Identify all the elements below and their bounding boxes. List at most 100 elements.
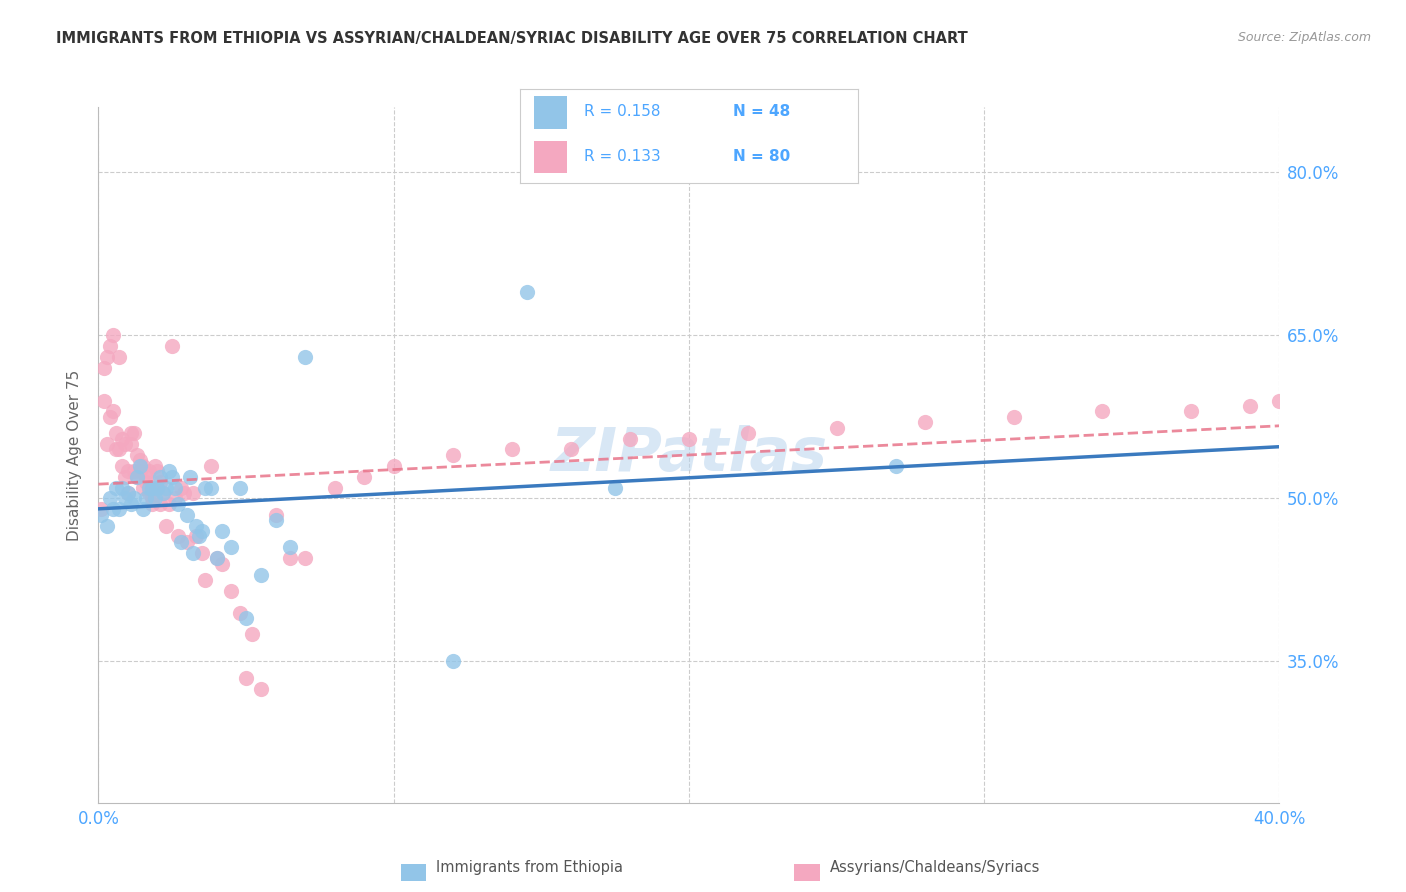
Point [111, 432, 134, 446]
Point [501, 442, 523, 457]
Point [105, 426, 128, 441]
Point [605, 481, 627, 495]
Point [441, 655, 464, 669]
Point [93, 360, 115, 375]
Point [152, 486, 174, 500]
Point [132, 502, 155, 516]
Point [149, 497, 172, 511]
Point [125, 448, 148, 462]
Point [132, 458, 155, 473]
Point [1091, 404, 1114, 418]
Point [162, 469, 183, 483]
Point [1268, 393, 1291, 408]
Point [120, 426, 142, 441]
Point [235, 611, 257, 625]
Point [170, 534, 193, 549]
Point [264, 508, 287, 522]
Point [205, 551, 228, 566]
Point [235, 671, 257, 685]
Text: Immigrants from Ethiopia: Immigrants from Ethiopia [436, 860, 623, 874]
Point [114, 437, 136, 451]
Point [141, 497, 163, 511]
Point [165, 491, 187, 506]
Point [179, 469, 201, 483]
Point [93, 393, 115, 408]
Point [441, 448, 464, 462]
Point [143, 458, 166, 473]
Text: N = 80: N = 80 [733, 149, 790, 164]
Point [187, 529, 209, 543]
Point [155, 481, 177, 495]
Point [181, 486, 204, 500]
Point [146, 481, 169, 495]
Point [200, 458, 222, 473]
Point [90, 502, 112, 516]
Bar [534, 95, 568, 128]
Point [219, 583, 242, 598]
Point [191, 524, 214, 538]
Point [162, 339, 183, 353]
Text: R = 0.133: R = 0.133 [585, 149, 661, 164]
Point [382, 458, 405, 473]
Point [229, 606, 252, 620]
Point [264, 513, 287, 527]
Point [146, 464, 169, 478]
Point [122, 426, 145, 441]
Point [108, 350, 131, 364]
Point [108, 442, 131, 457]
Point [678, 432, 700, 446]
Point [108, 502, 131, 516]
Point [103, 502, 125, 516]
Point [117, 486, 139, 500]
Point [120, 497, 142, 511]
Point [250, 681, 273, 696]
Point [157, 464, 180, 478]
Point [1002, 409, 1025, 424]
Point [173, 486, 195, 500]
Point [149, 469, 172, 483]
Point [184, 518, 207, 533]
Point [240, 627, 263, 641]
Point [157, 497, 180, 511]
Point [96, 437, 118, 451]
Text: Source: ZipAtlas.com: Source: ZipAtlas.com [1237, 31, 1371, 45]
Point [184, 529, 207, 543]
Point [167, 497, 190, 511]
Point [111, 458, 134, 473]
Point [737, 426, 759, 441]
Point [294, 551, 316, 566]
Point [111, 481, 134, 495]
Point [98, 409, 121, 424]
Point [138, 481, 160, 495]
Text: R = 0.158: R = 0.158 [585, 104, 661, 120]
Point [138, 486, 160, 500]
Point [176, 534, 198, 549]
Point [141, 481, 163, 495]
Point [515, 285, 537, 299]
Point [294, 350, 316, 364]
Bar [534, 141, 568, 173]
Point [560, 442, 582, 457]
Point [114, 491, 136, 506]
Point [619, 432, 641, 446]
Point [135, 491, 157, 506]
Point [90, 508, 112, 522]
Point [211, 557, 233, 571]
Point [353, 469, 375, 483]
Point [117, 464, 139, 478]
Point [141, 491, 163, 506]
Point [143, 491, 166, 506]
Point [194, 573, 217, 587]
Point [125, 469, 148, 483]
Point [128, 453, 150, 467]
Point [125, 469, 148, 483]
Point [165, 481, 187, 495]
Point [194, 481, 217, 495]
Point [146, 481, 169, 495]
Point [229, 481, 252, 495]
Point [103, 328, 125, 343]
Point [98, 339, 121, 353]
Point [278, 551, 302, 566]
Point [105, 481, 128, 495]
Point [138, 464, 160, 478]
